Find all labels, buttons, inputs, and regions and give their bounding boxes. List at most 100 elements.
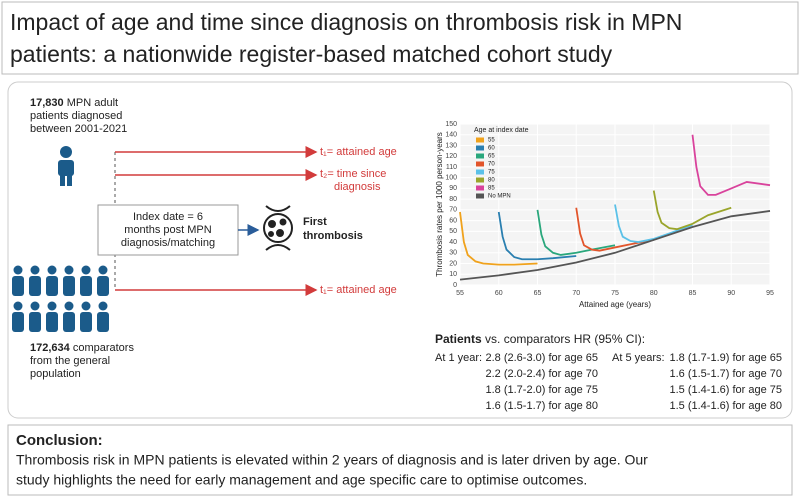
person-head (81, 301, 91, 311)
hr-label: At 1 year: (435, 352, 482, 364)
person-body (46, 276, 58, 296)
person-body (63, 312, 75, 332)
line (652, 190, 732, 231)
legend-label: 80 (488, 178, 495, 184)
patients-text: between 2001-2021 (30, 123, 127, 135)
y-tick-label: 100 (445, 175, 457, 182)
outcome-text: First (303, 216, 327, 228)
y-tick-label: 30 (449, 250, 457, 257)
line (614, 204, 693, 243)
legend-swatch (476, 145, 484, 151)
x-tick-label: 80 (650, 290, 658, 297)
hr-value: 2.8 (2.6-3.0) for age 65 (485, 352, 598, 364)
legend-swatch (476, 177, 484, 183)
patients-count: 17,830 (30, 97, 64, 109)
y-tick-label: 50 (449, 228, 457, 235)
person-head (98, 301, 108, 311)
hr-value: 1.6 (1.5-1.7) for age 70 (669, 368, 782, 380)
x-tick-label: 70 (572, 290, 580, 297)
y-tick-label: 90 (449, 185, 457, 192)
person-head (47, 301, 57, 311)
patient-icon (58, 146, 74, 186)
legend-swatch (476, 161, 484, 167)
legend-label: 65 (488, 154, 495, 160)
person-body (29, 276, 41, 296)
line (497, 211, 577, 261)
index-text: Index date = 6 (133, 211, 203, 223)
y-tick-label: 10 (449, 271, 457, 278)
title-line: Impact of age and time since diagnosis o… (10, 9, 682, 35)
line (691, 134, 771, 196)
x-tick-label: 60 (495, 290, 503, 297)
x-tick-label: 75 (611, 290, 619, 297)
title-box (1, 1, 799, 75)
outcome-text: thrombosis (303, 230, 363, 242)
person-head (81, 265, 91, 275)
title-line: patients: a nationwide register-based ma… (10, 41, 613, 67)
patients-text: patients diagnosed (30, 110, 122, 122)
y-tick-label: 0 (453, 282, 457, 289)
legend-title: Age at index date (474, 127, 529, 134)
person-body (46, 312, 58, 332)
conclusion-box (7, 424, 793, 496)
conclusion-heading: Conclusion: (16, 432, 103, 449)
x-tick-label: 95 (766, 290, 774, 297)
index-text: months post MPN (124, 224, 211, 236)
x-axis-label: Attained age (years) (579, 300, 651, 309)
person-body (12, 276, 24, 296)
legend-label: 85 (488, 186, 495, 192)
y-tick-label: 110 (446, 164, 457, 171)
timescale-label: diagnosis (334, 181, 381, 193)
legend-swatch (476, 137, 484, 143)
legend-label: 60 (488, 146, 495, 152)
line (459, 211, 538, 266)
legend-label: 70 (488, 162, 495, 168)
comparators-text: from the general (30, 355, 110, 367)
comparators-text: comparators (73, 342, 135, 354)
legend-swatch (476, 153, 484, 159)
comparators-count: 172,634 (30, 342, 71, 354)
y-axis-label: Thrombosis rates per 1000 person-years (435, 132, 444, 277)
person-head (30, 301, 40, 311)
hr-heading: Patients vs. comparators HR (95% CI): (435, 332, 645, 346)
timescale-label: t₂= time since (320, 168, 386, 180)
person-body (63, 276, 75, 296)
comparators-text: population (30, 368, 81, 380)
y-tick-label: 40 (449, 239, 457, 246)
person-head (64, 265, 74, 275)
y-tick-label: 120 (445, 153, 457, 160)
x-tick-label: 65 (534, 290, 542, 297)
line (536, 209, 616, 256)
legend-label: 55 (488, 138, 495, 144)
patients-text: MPN adult (67, 97, 118, 109)
hr-label: At 5 years: (612, 352, 665, 364)
index-text: diagnosis/matching (121, 237, 215, 249)
line (575, 207, 654, 252)
y-tick-label: 140 (445, 132, 457, 139)
line (459, 210, 771, 281)
thrombosis-icon (263, 205, 293, 251)
hr-value: 1.6 (1.5-1.7) for age 80 (485, 400, 598, 412)
person-body (80, 312, 92, 332)
x-tick-label: 90 (727, 290, 735, 297)
person-body (97, 276, 109, 296)
y-tick-label: 80 (449, 196, 457, 203)
hr-value: 1.8 (1.7-2.0) for age 75 (485, 384, 598, 396)
legend-swatch (476, 193, 484, 199)
x-tick-label: 55 (456, 290, 464, 297)
person-head (47, 265, 57, 275)
person-body (80, 276, 92, 296)
comparators-text: 172,634 comparators (30, 342, 134, 354)
hr-value: 1.8 (1.7-1.9) for age 65 (669, 352, 782, 364)
conclusion-text: Thrombosis risk in MPN patients is eleva… (16, 452, 648, 468)
y-tick-label: 130 (445, 142, 457, 149)
y-tick-label: 60 (449, 217, 457, 224)
index-box (97, 204, 239, 256)
hr-value: 2.2 (2.0-2.4) for age 70 (485, 368, 598, 380)
legend-label: No MPN (488, 194, 511, 200)
legend-swatch (476, 169, 484, 175)
legend-swatch (476, 185, 484, 191)
timescale-label: t₁= attained age (320, 146, 397, 158)
person-head (13, 301, 23, 311)
